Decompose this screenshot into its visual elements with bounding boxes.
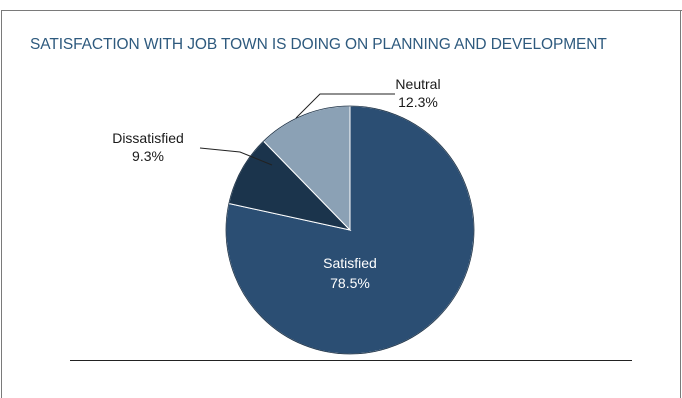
baseline-rule [70,360,632,361]
pie-outline [225,105,475,355]
chart-title: SATISFACTION WITH JOB TOWN IS DOING ON P… [30,36,607,53]
leader-line-neutral [295,93,395,119]
slice-label-satisfied: Satisfied [323,255,377,271]
frame-border-right [680,10,681,398]
leader-line-dissatisfied [199,147,273,166]
frame-border-top [1,10,682,11]
slice-percent-satisfied: 78.5% [330,275,370,291]
frame-border-left [1,10,2,398]
slice-label-neutral: Neutral [395,76,440,92]
slice-label-dissatisfied: Dissatisfied [112,130,184,146]
slice-percent-neutral: 12.3% [398,94,438,110]
slice-percent-dissatisfied: 9.3% [132,148,164,164]
